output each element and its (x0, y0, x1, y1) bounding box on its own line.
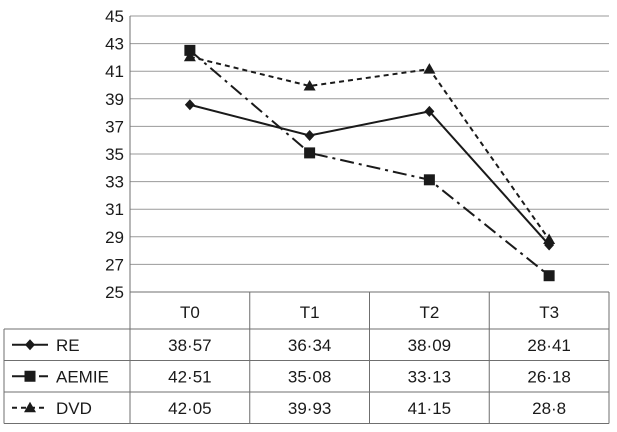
data-label-dvd-t0: 42·05 (168, 399, 211, 418)
y-tick-label: 43 (105, 35, 124, 54)
y-tick-label: 45 (105, 7, 124, 26)
series-lines (183, 44, 556, 282)
data-point-dvd-t1 (303, 79, 316, 91)
y-tick-label: 37 (105, 117, 124, 136)
data-table: T0 T1 T2 T3 RE 38·57 36·34 38·09 28·41 AEMIE 42·51… (3, 291, 610, 424)
series-dvd (183, 50, 556, 245)
y-tick-label: 33 (105, 173, 124, 192)
data-label-re-t1: 36·34 (288, 336, 331, 355)
series-line-dvd (189, 55, 550, 241)
y-tick-label: 41 (105, 62, 124, 81)
data-label-re-t0: 38·57 (168, 336, 211, 355)
data-point-dvd-t3 (543, 233, 556, 245)
y-tick-label: 25 (105, 283, 124, 302)
x-tick-label: T0 (180, 303, 200, 322)
data-point-aemie-t3 (543, 270, 555, 282)
data-label-aemie-t2: 33·13 (408, 367, 451, 386)
data-label-re-t2: 38·09 (408, 336, 451, 355)
x-tick-label: T1 (300, 303, 320, 322)
data-label-aemie-t0: 42·51 (168, 367, 211, 386)
x-tick-label: T2 (419, 303, 439, 322)
legend-marker-square (24, 370, 36, 382)
series-aemie (184, 44, 555, 282)
data-label-aemie-t3: 26·18 (527, 367, 570, 386)
data-point-dvd-t2 (423, 63, 436, 74)
legend-label-dvd: DVD (56, 399, 92, 418)
y-tick-label: 35 (105, 145, 124, 164)
data-label-aemie-t1: 35·08 (288, 367, 331, 386)
legend-marker-diamond (25, 339, 35, 351)
x-tick-label: T3 (539, 303, 559, 322)
y-tick-label: 29 (105, 228, 124, 247)
y-tick-label: 39 (105, 90, 124, 109)
data-point-re-t2 (424, 105, 435, 117)
series-re (184, 99, 555, 251)
legend-label-re: RE (56, 336, 80, 355)
legend-marker-triangle (24, 401, 36, 413)
series-line-aemie (189, 49, 550, 277)
legend-key-dvd (12, 401, 48, 413)
series-line-re (189, 103, 550, 246)
data-label-dvd-t2: 41·15 (408, 399, 451, 418)
legend-label-aemie: AEMIE (56, 367, 109, 386)
legend-key-aemie (12, 370, 48, 382)
data-point-aemie-t0 (184, 44, 196, 56)
data-point-aemie-t1 (304, 147, 316, 159)
data-point-re-t0 (184, 99, 195, 111)
data-label-dvd-t3: 28·8 (532, 399, 566, 418)
y-tick-labels: 25 27 29 31 33 35 37 39 41 43 45 (105, 7, 124, 302)
legend-key-re (12, 339, 48, 351)
data-label-re-t3: 28·41 (527, 336, 570, 355)
y-tick-label: 27 (105, 255, 124, 274)
gridlines (130, 15, 609, 265)
data-point-dvd-t0 (183, 50, 196, 62)
data-point-aemie-t2 (423, 174, 435, 186)
data-label-dvd-t1: 39·93 (288, 399, 331, 418)
data-point-re-t1 (304, 130, 315, 142)
y-tick-label: 31 (105, 200, 124, 219)
